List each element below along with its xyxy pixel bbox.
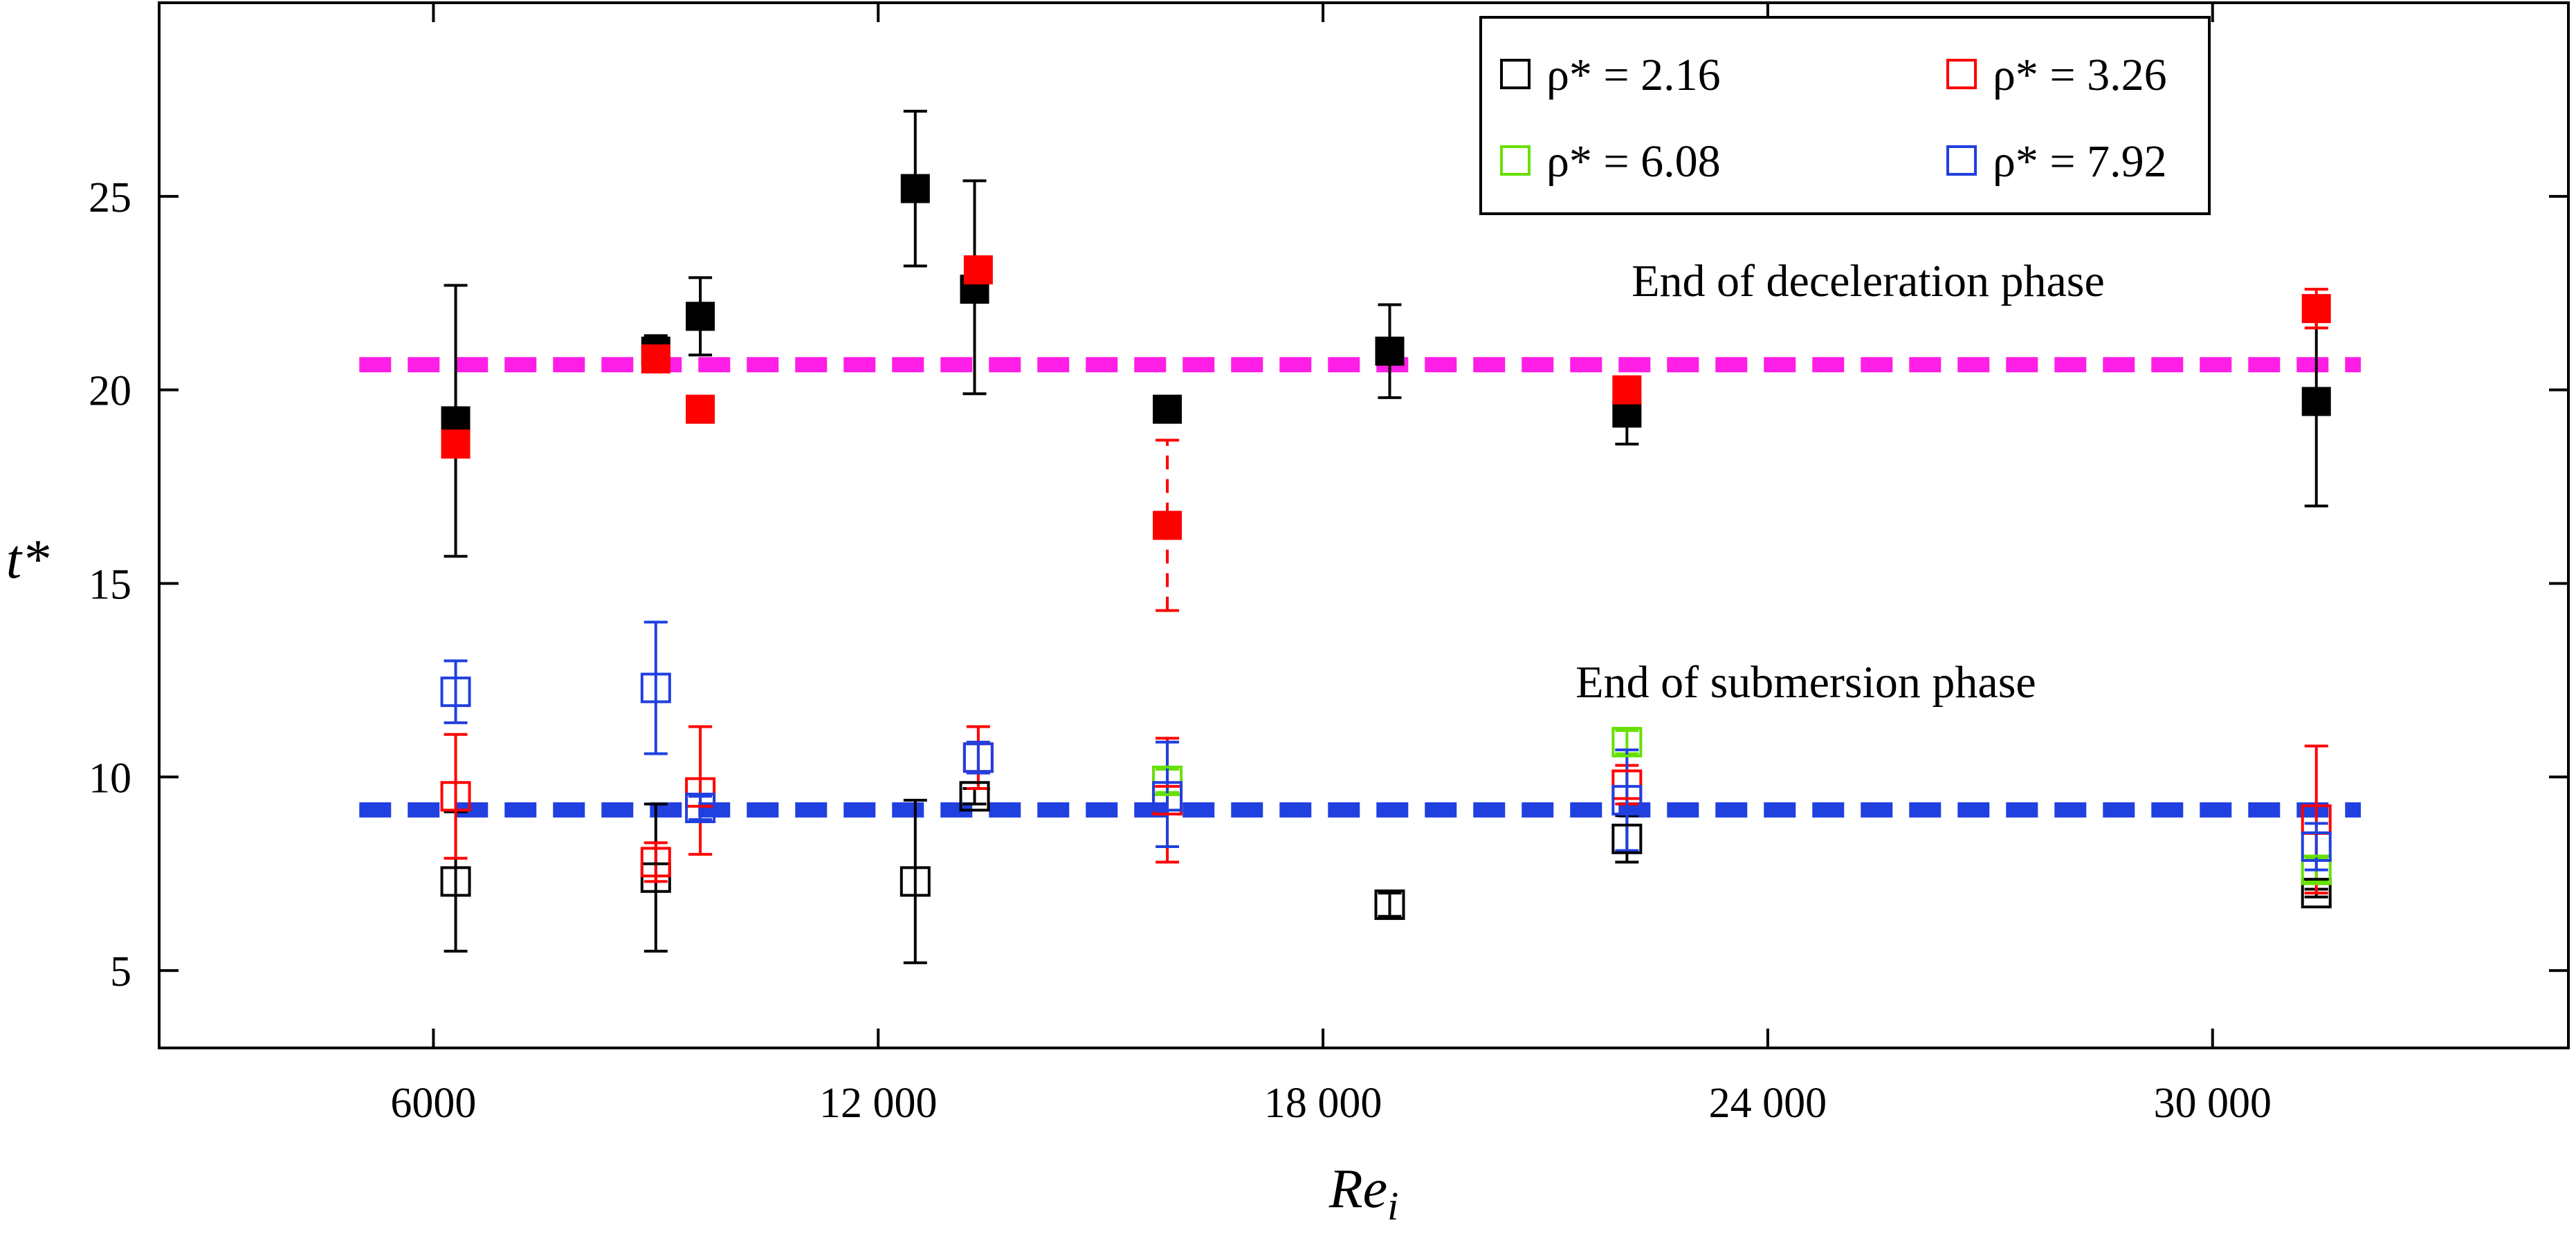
filled-square-point [2301, 387, 2331, 416]
filled-square-point [1612, 375, 1642, 405]
open-square-point [685, 777, 716, 808]
y-axis-label: t* [6, 529, 49, 590]
y-tick-label: 5 [110, 948, 131, 995]
deceleration-phase-label: End of deceleration phase [1632, 256, 2105, 306]
reference-lines [359, 357, 2362, 818]
filled-square-point [686, 394, 715, 424]
x-axis-label: Rei [1328, 1159, 1399, 1228]
open-square-point [962, 742, 994, 773]
open-square-point [640, 672, 671, 703]
filled-square-point [641, 344, 670, 374]
legend-box [1479, 16, 2211, 215]
filled-square-point [686, 302, 715, 331]
x-tick-label: 24 000 [1709, 1080, 1827, 1127]
open-square-point [2301, 831, 2332, 862]
legend-label: ρ* = 2.16 [1546, 50, 1721, 100]
open-square-point [1611, 823, 1643, 854]
open-square-point [440, 866, 471, 897]
filled-square-point [1153, 510, 1182, 540]
data-markers [440, 174, 2332, 920]
filled-square-point [963, 255, 993, 285]
x-tick-label: 12 000 [819, 1080, 938, 1127]
submersion-phase-label: End of submersion phase [1575, 657, 2036, 708]
legend: ρ* = 2.16 ρ* = 3.26 ρ* = 6.08 ρ* = 7.92 [1479, 16, 2211, 215]
y-tick-label: 20 [89, 368, 131, 415]
axis-ticks [159, 3, 2568, 1048]
filled-square-point [441, 429, 471, 459]
legend-label: ρ* = 6.08 [1546, 136, 1721, 187]
open-square-point [2301, 854, 2332, 885]
filled-square-point [2301, 294, 2331, 324]
open-square-point [1611, 769, 1643, 800]
x-tick-label: 6000 [390, 1080, 476, 1127]
legend-label: ρ* = 7.92 [1993, 136, 2167, 187]
filled-square-point [1153, 394, 1182, 424]
tick-labels: 6000 12 000 18 000 24 000 30 000 5 10 15 20 25 [89, 174, 2272, 1127]
open-square-point [685, 793, 716, 824]
legend-marker [1500, 145, 1531, 176]
open-square-point [440, 676, 471, 708]
legend-marker [1946, 59, 1977, 89]
filled-square-point [1375, 336, 1405, 366]
plot-frame [158, 1, 2570, 1049]
open-square-point [640, 847, 671, 878]
open-square-point [899, 866, 931, 897]
open-square-point [640, 862, 671, 893]
open-square-point [2301, 878, 2332, 909]
legend-marker [1500, 59, 1531, 89]
open-square-point [959, 781, 990, 812]
open-square-point [1611, 726, 1643, 757]
filled-square-point [900, 174, 930, 203]
y-tick-label: 25 [89, 174, 131, 221]
open-square-point [1611, 784, 1643, 816]
open-square-point [440, 781, 471, 812]
x-tick-label: 30 000 [2153, 1080, 2272, 1127]
open-square-point [1152, 781, 1183, 812]
legend-marker [1946, 145, 1977, 176]
error-bars [444, 109, 2328, 964]
open-square-point [1152, 765, 1183, 796]
open-square-point [1374, 889, 1405, 920]
y-tick-label: 10 [89, 755, 131, 802]
y-tick-label: 15 [89, 561, 131, 608]
annotations: End of deceleration phase End of submers… [1575, 256, 2104, 708]
legend-label: ρ* = 3.26 [1993, 50, 2167, 100]
x-tick-label: 18 000 [1264, 1080, 1382, 1127]
